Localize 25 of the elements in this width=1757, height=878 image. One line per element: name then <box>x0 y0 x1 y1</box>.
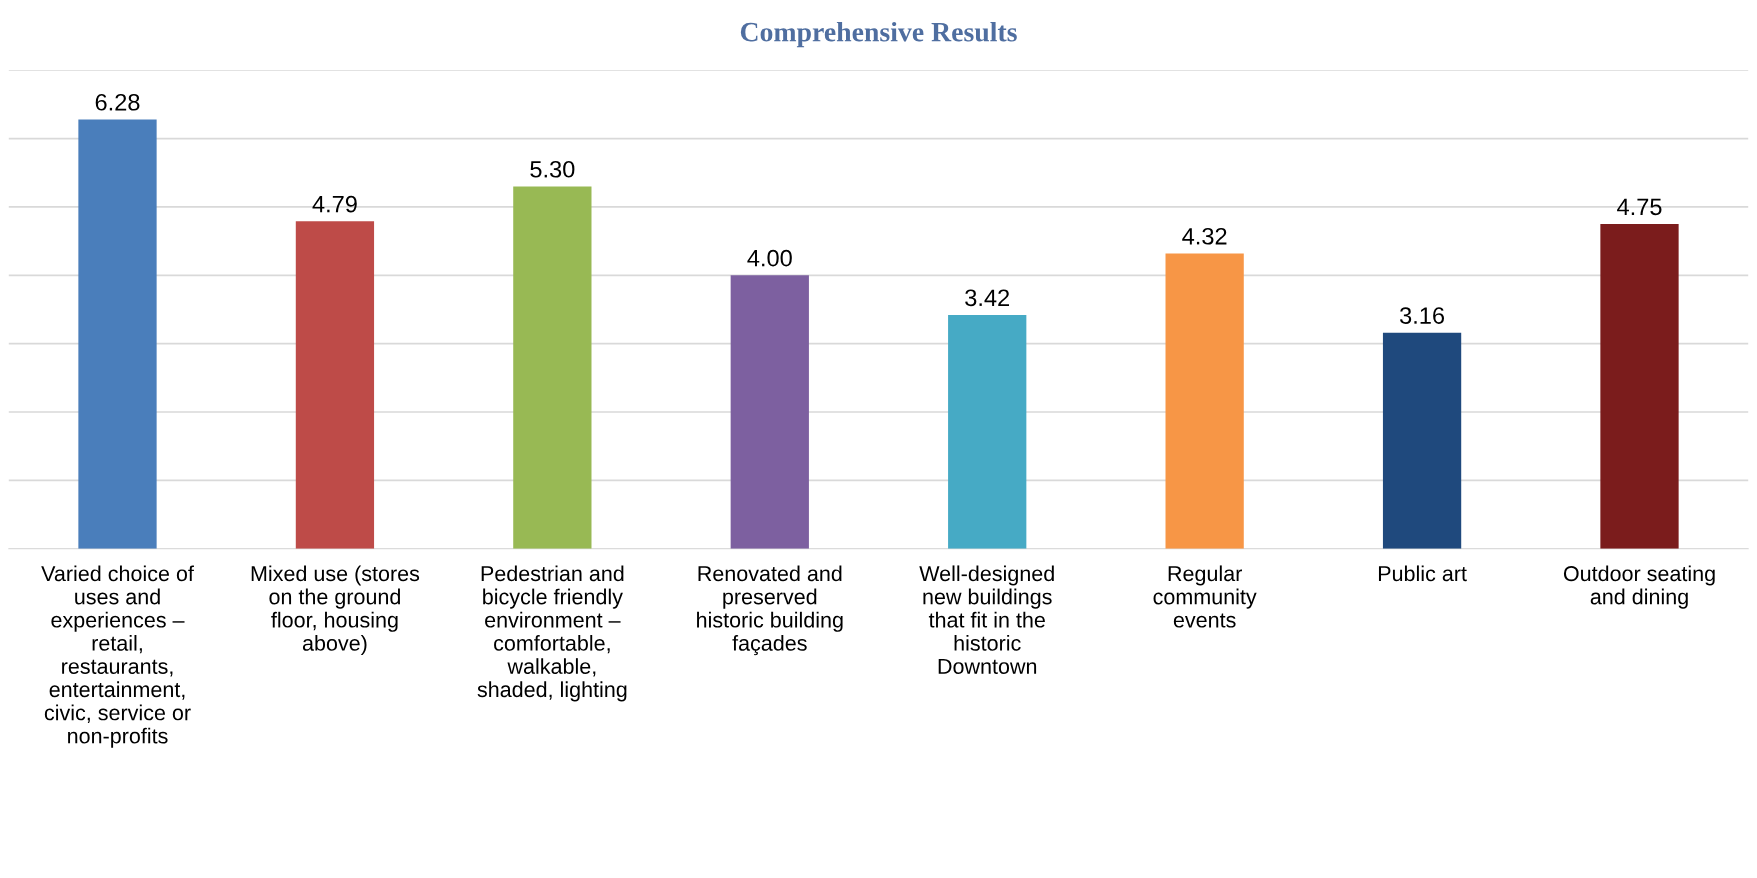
bar <box>295 221 375 549</box>
data-label: 4.79 <box>312 195 357 213</box>
x-tick-label: Regular community events <box>1153 565 1257 628</box>
data-label: 4.00 <box>747 249 792 267</box>
data-label: 6.28 <box>95 93 140 111</box>
bar <box>513 186 592 549</box>
bar <box>1165 253 1244 549</box>
x-tick-label: Well-designed new buildings that fit in the historic Downtown <box>919 565 1054 674</box>
bar <box>730 275 809 549</box>
x-tick-label: Pedestrian and bicycle friendly environment – comfortable, walkable, shaded, lighting <box>477 565 627 702</box>
bar <box>1382 332 1462 549</box>
x-tick-label: Renovated and preserved historic building façades <box>697 565 843 656</box>
chart-title: Comprehensive Results <box>740 21 1017 48</box>
bar <box>948 314 1027 549</box>
bar <box>1600 224 1679 549</box>
x-tick-label: Varied choice of uses and experiences – retail, restaurants, entertainment, civic, service or non-profits <box>41 565 194 748</box>
data-label: 3.42 <box>965 289 1010 307</box>
x-tick-label: Outdoor seating and dining <box>1563 565 1715 609</box>
x-tick-label: Mixed use (stores on the ground floor, housing above) <box>251 565 420 656</box>
data-label: 5.30 <box>530 160 575 178</box>
data-label: 3.16 <box>1400 307 1445 324</box>
x-tick-label: Public art <box>1378 565 1467 582</box>
bar <box>78 119 157 549</box>
data-label: 4.32 <box>1182 227 1227 245</box>
data-label: 4.75 <box>1617 198 1662 216</box>
